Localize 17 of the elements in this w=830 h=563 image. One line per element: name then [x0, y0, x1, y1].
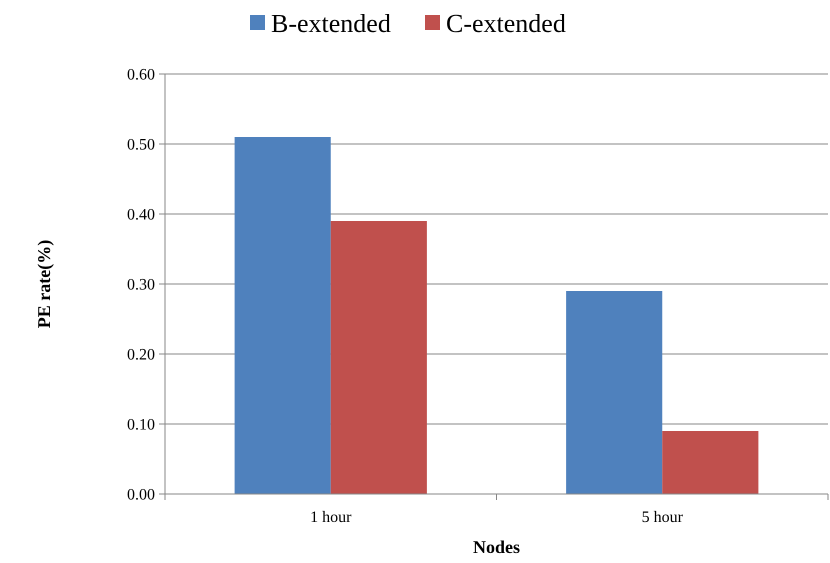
y-tick-label: 0.40 [127, 206, 155, 224]
y-tick-label: 0.30 [127, 276, 155, 294]
y-tick-label: 0.50 [127, 136, 155, 154]
x-tick-label: 5 hour [642, 509, 684, 526]
y-axis-title: PE rate(%) [34, 240, 54, 328]
y-tick-label: 0.00 [127, 486, 155, 504]
y-tick-label: 0.10 [127, 416, 155, 434]
x-axis-title: Nodes [472, 537, 520, 557]
x-tick-label: 1 hour [310, 509, 352, 526]
y-tick-label: 0.20 [127, 346, 155, 364]
bar [566, 291, 662, 494]
legend-label: C-extended [446, 9, 566, 38]
legend-label: B-extended [271, 9, 391, 38]
bar [662, 431, 758, 494]
bar [330, 221, 427, 494]
bar [234, 137, 331, 494]
y-tick-label: 0.60 [127, 66, 155, 84]
